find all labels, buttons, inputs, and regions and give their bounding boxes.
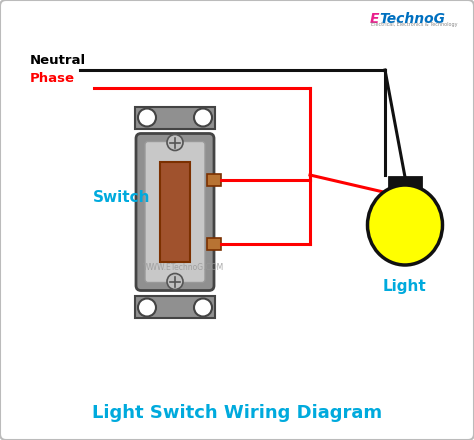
FancyBboxPatch shape	[145, 142, 205, 282]
Bar	[160, 162, 190, 262]
Text: Neutral: Neutral	[30, 54, 86, 67]
Text: Light: Light	[383, 279, 427, 294]
Circle shape	[194, 298, 212, 316]
Ellipse shape	[367, 185, 443, 265]
Text: E: E	[370, 12, 380, 26]
Text: WWW.ETechnoG.COM: WWW.ETechnoG.COM	[142, 263, 224, 272]
Bar	[135, 106, 215, 128]
Circle shape	[167, 274, 183, 290]
Circle shape	[194, 109, 212, 127]
Bar	[389, 177, 421, 197]
Text: Phase: Phase	[30, 72, 75, 85]
Text: Light Switch Wiring Diagram: Light Switch Wiring Diagram	[92, 404, 382, 422]
FancyBboxPatch shape	[136, 133, 214, 290]
Bar	[207, 174, 221, 186]
Circle shape	[167, 135, 183, 150]
Bar	[207, 238, 221, 250]
Text: Switch: Switch	[93, 190, 151, 205]
Text: TechnoG: TechnoG	[379, 12, 445, 26]
Bar	[135, 296, 215, 318]
Text: Electrical, Electronics & Technology: Electrical, Electronics & Technology	[371, 22, 457, 27]
Circle shape	[138, 109, 156, 127]
Circle shape	[138, 298, 156, 316]
